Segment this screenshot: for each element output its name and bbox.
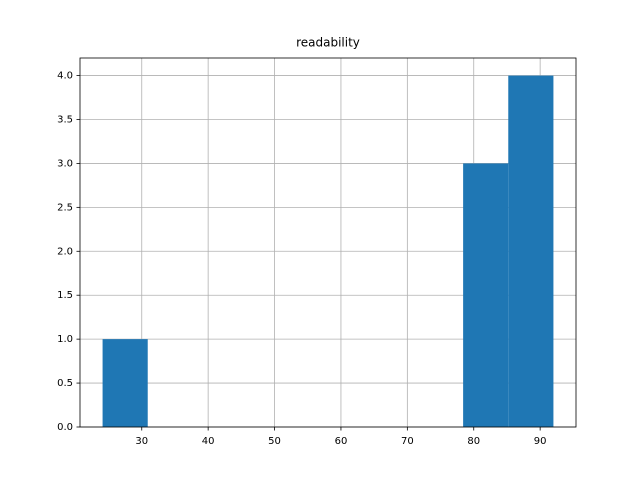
y-tick-label: 0.5 <box>57 378 73 389</box>
histogram-bar <box>508 75 554 428</box>
chart-title: readability <box>296 36 360 50</box>
y-tick-label: 4.0 <box>57 71 73 82</box>
y-tick-label: 1.0 <box>57 334 73 345</box>
x-tick-label: 80 <box>467 436 480 447</box>
y-tick-label: 3.0 <box>57 158 73 169</box>
axes-frame <box>79 57 577 428</box>
y-tick-label: 2.5 <box>57 202 73 213</box>
x-tick-label: 40 <box>202 436 215 447</box>
y-tick-label: 0.0 <box>57 422 73 433</box>
histogram-bar <box>463 163 509 427</box>
y-tick-label: 1.5 <box>57 290 73 301</box>
x-tick-label: 70 <box>401 436 414 447</box>
x-tick-label: 30 <box>135 436 148 447</box>
x-tick-label: 60 <box>335 436 348 447</box>
x-tick-label: 90 <box>534 436 547 447</box>
x-tick-label: 50 <box>268 436 281 447</box>
y-tick-label: 3.5 <box>57 115 73 126</box>
histogram-bar <box>102 339 148 427</box>
y-tick-label: 2.0 <box>57 246 73 257</box>
